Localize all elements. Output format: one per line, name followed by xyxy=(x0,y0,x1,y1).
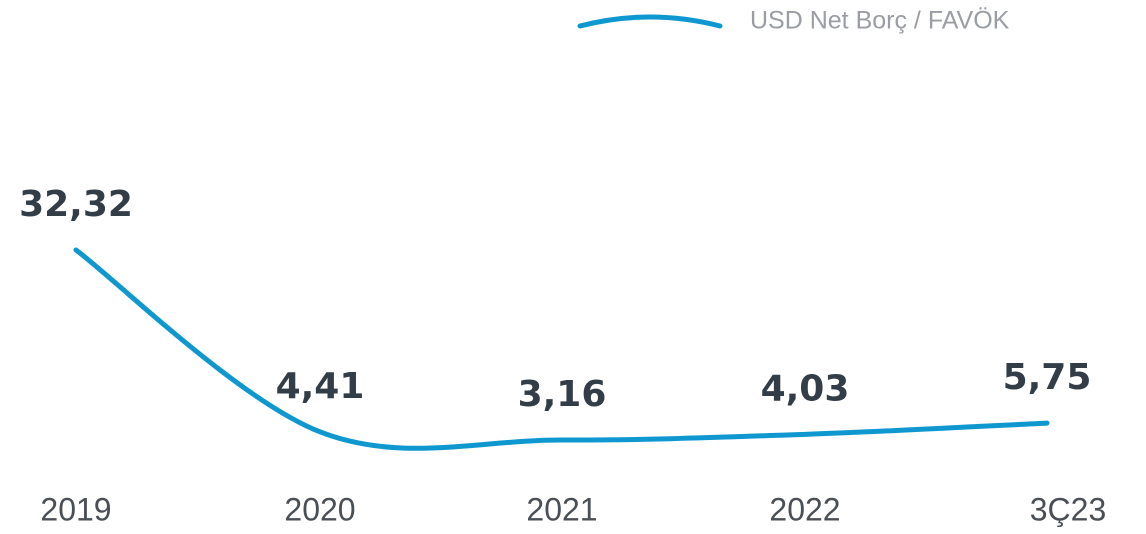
x-tick-label: 3Ç23 xyxy=(1030,491,1107,527)
legend-line xyxy=(577,14,723,29)
x-tick-label: 2022 xyxy=(769,491,840,527)
x-tick-label: 2020 xyxy=(284,491,355,527)
data-label: 4,41 xyxy=(276,366,365,407)
data-label: 32,32 xyxy=(19,184,133,225)
data-label: 4,03 xyxy=(761,368,850,409)
line xyxy=(73,247,1050,451)
data-label: 3,16 xyxy=(518,374,607,415)
x-tick-label: 2021 xyxy=(526,491,597,527)
data-label: 5,75 xyxy=(1003,357,1092,398)
x-tick-label: 2019 xyxy=(40,491,111,527)
legend-label: USD Net Borç / FAVÖK xyxy=(750,7,1010,35)
